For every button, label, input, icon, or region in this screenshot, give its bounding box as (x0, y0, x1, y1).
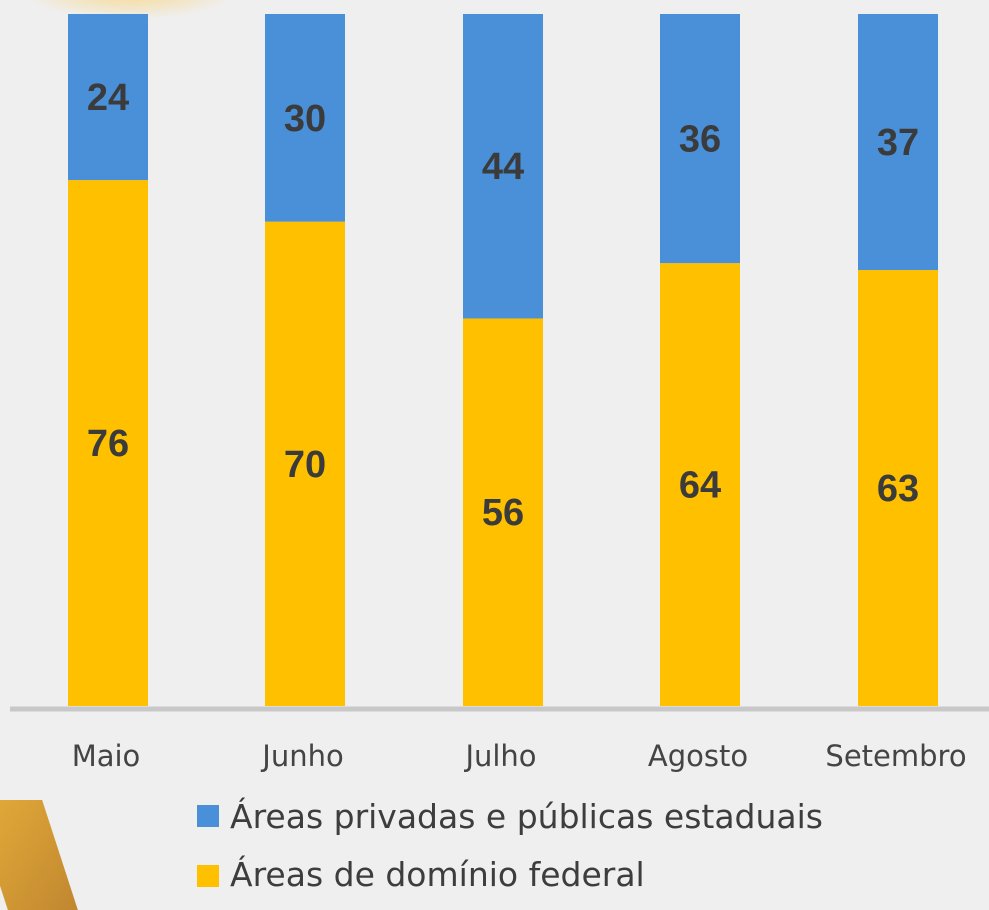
legend-swatch-federal (197, 865, 219, 887)
legend: Áreas privadas e públicas estaduais Área… (197, 796, 823, 892)
category-label-maio: Maio (72, 739, 141, 773)
legend-swatch-privadas (197, 805, 219, 827)
category-label-agosto: Agosto (648, 739, 748, 773)
legend-label-federal: Áreas de domínio federal (230, 854, 645, 892)
legend-label-privadas: Áreas privadas e públicas estaduais (230, 796, 823, 836)
value-label-federal-junho: 70 (284, 444, 326, 486)
bar-privadas-julho (463, 14, 543, 319)
bar-privadas-setembro (858, 14, 938, 271)
bar-federal-agosto (660, 263, 740, 706)
value-label-privadas-julho: 44 (482, 146, 524, 188)
category-label-setembro: Setembro (825, 739, 966, 773)
value-label-federal-maio: 76 (87, 423, 129, 465)
bar-privadas-agosto (660, 14, 740, 264)
category-labels-group: Maio Junho Julho Agosto Setembro (72, 739, 967, 773)
bar-federal-junho (265, 221, 345, 706)
value-label-privadas-agosto: 36 (679, 119, 721, 161)
value-label-federal-setembro: 63 (877, 468, 919, 510)
value-label-federal-agosto: 64 (679, 465, 721, 507)
value-label-federal-julho: 56 (482, 492, 524, 534)
bar-federal-setembro (858, 270, 938, 706)
bars-group (68, 14, 938, 706)
bar-privadas-maio (68, 14, 148, 181)
bar-federal-julho (463, 318, 543, 706)
value-label-privadas-setembro: 37 (877, 122, 919, 164)
bar-privadas-junho (265, 14, 345, 222)
category-label-junho: Junho (260, 739, 343, 773)
value-label-privadas-junho: 30 (284, 98, 326, 140)
value-labels-group: 76 24 70 30 56 44 64 36 63 37 (87, 77, 919, 534)
bar-federal-maio (68, 180, 148, 706)
category-label-julho: Julho (463, 739, 536, 773)
value-label-privadas-maio: 24 (87, 77, 129, 119)
